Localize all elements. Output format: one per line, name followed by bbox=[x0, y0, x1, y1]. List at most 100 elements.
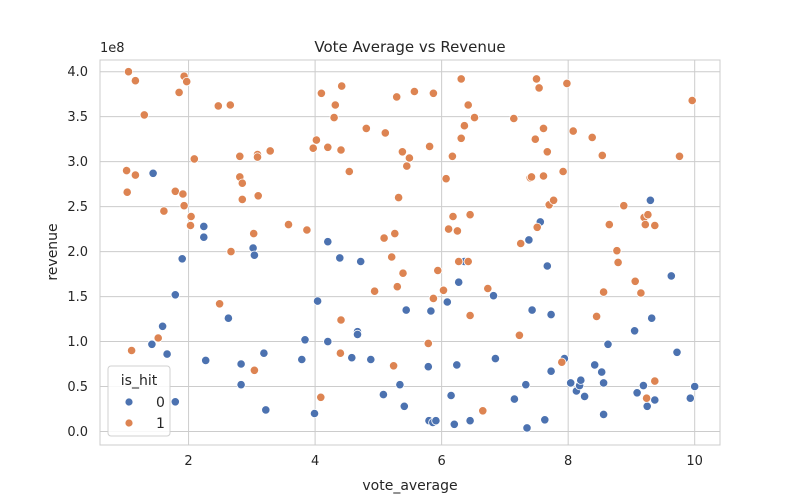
data-point-series-0 bbox=[666, 271, 676, 281]
data-point-series-1 bbox=[392, 92, 402, 102]
data-point-series-1 bbox=[424, 141, 435, 151]
data-point-series-0 bbox=[356, 256, 366, 267]
y-scale-label: 1e8 bbox=[100, 41, 125, 56]
data-point-series-0 bbox=[524, 235, 534, 245]
legend-label-0: 0 bbox=[156, 395, 165, 411]
data-point-series-0 bbox=[579, 391, 590, 401]
data-point-series-0 bbox=[148, 168, 158, 178]
data-point-series-1 bbox=[130, 76, 140, 86]
data-point-series-1 bbox=[390, 229, 400, 239]
data-point-series-1 bbox=[650, 220, 660, 231]
y-tick-label: 2.0 bbox=[67, 245, 88, 260]
y-tick-label: 0.5 bbox=[67, 380, 88, 395]
data-point-series-0 bbox=[366, 354, 376, 365]
data-point-series-1 bbox=[542, 147, 552, 157]
data-point-series-1 bbox=[441, 174, 451, 184]
y-axis-label: revenue bbox=[45, 223, 61, 280]
data-point-series-1 bbox=[532, 222, 542, 232]
data-point-series-1 bbox=[534, 83, 544, 93]
data-point-series-1 bbox=[380, 128, 390, 138]
data-point-series-1 bbox=[463, 100, 473, 110]
data-point-series-1 bbox=[526, 172, 537, 182]
data-point-series-1 bbox=[612, 246, 622, 256]
data-point-series-0 bbox=[629, 326, 640, 336]
data-point-series-0 bbox=[690, 381, 700, 392]
data-point-series-1 bbox=[213, 101, 223, 111]
data-point-series-0 bbox=[162, 349, 172, 359]
data-point-series-1 bbox=[189, 154, 199, 164]
data-point-series-1 bbox=[185, 220, 196, 231]
data-point-series-1 bbox=[252, 152, 263, 162]
data-point-series-1 bbox=[456, 74, 466, 84]
data-point-series-1 bbox=[316, 88, 326, 98]
grid-lines bbox=[100, 60, 720, 445]
data-point-series-0 bbox=[177, 254, 187, 264]
data-point-series-1 bbox=[597, 150, 607, 160]
data-point-series-1 bbox=[530, 134, 540, 144]
data-point-series-1 bbox=[316, 392, 326, 402]
data-point-series-0 bbox=[645, 195, 656, 205]
data-point-series-1 bbox=[329, 113, 339, 123]
data-point-series-1 bbox=[130, 170, 140, 180]
data-point-series-0 bbox=[300, 335, 310, 345]
y-tick-label: 1.0 bbox=[67, 335, 88, 350]
data-point-series-0 bbox=[546, 309, 556, 320]
data-point-series-1 bbox=[459, 121, 469, 131]
data-point-series-0 bbox=[452, 360, 462, 370]
data-point-series-1 bbox=[170, 186, 180, 196]
data-point-series-1 bbox=[428, 293, 438, 303]
data-points bbox=[122, 67, 700, 433]
data-point-series-0 bbox=[542, 261, 552, 271]
x-tick-label: 2 bbox=[184, 454, 192, 469]
data-point-series-1 bbox=[159, 206, 169, 216]
data-point-series-0 bbox=[312, 296, 323, 306]
data-point-series-1 bbox=[465, 210, 475, 220]
data-point-series-0 bbox=[454, 277, 464, 287]
data-point-series-0 bbox=[540, 415, 550, 425]
data-point-series-0 bbox=[566, 378, 576, 388]
data-point-series-1 bbox=[409, 86, 419, 97]
data-point-series-0 bbox=[236, 380, 246, 390]
data-point-series-1 bbox=[369, 286, 380, 296]
data-point-series-1 bbox=[398, 268, 408, 278]
data-point-series-1 bbox=[465, 310, 475, 321]
data-point-series-1 bbox=[392, 282, 402, 292]
legend-marker-0 bbox=[124, 397, 134, 407]
chart-title: Vote Average vs Revenue bbox=[314, 38, 505, 56]
data-point-series-0 bbox=[603, 339, 613, 349]
data-point-series-0 bbox=[672, 347, 682, 357]
data-point-series-1 bbox=[516, 238, 526, 249]
data-point-series-1 bbox=[438, 285, 449, 295]
data-point-series-0 bbox=[401, 305, 411, 315]
data-point-series-0 bbox=[431, 416, 441, 426]
data-point-series-1 bbox=[225, 100, 235, 110]
data-point-series-0 bbox=[521, 380, 531, 390]
data-point-series-0 bbox=[309, 408, 320, 419]
data-point-series-0 bbox=[423, 362, 433, 372]
data-point-series-1 bbox=[178, 189, 188, 199]
data-point-series-0 bbox=[335, 253, 345, 263]
legend-label-1: 1 bbox=[156, 416, 165, 432]
data-point-series-1 bbox=[122, 166, 132, 176]
data-point-series-1 bbox=[249, 229, 259, 239]
data-point-series-0 bbox=[546, 366, 556, 376]
data-point-series-0 bbox=[199, 221, 209, 231]
data-point-series-0 bbox=[488, 291, 499, 301]
data-point-series-1 bbox=[598, 287, 609, 297]
data-point-series-1 bbox=[568, 126, 578, 136]
data-point-series-1 bbox=[388, 361, 399, 371]
data-point-series-1 bbox=[335, 348, 345, 358]
data-point-series-1 bbox=[557, 357, 567, 367]
data-point-series-0 bbox=[170, 290, 180, 300]
x-tick-label: 6 bbox=[437, 454, 445, 469]
data-point-series-1 bbox=[428, 88, 438, 98]
data-point-series-0 bbox=[147, 339, 157, 349]
y-tick-label: 4.0 bbox=[67, 65, 88, 80]
data-point-series-1 bbox=[548, 195, 559, 205]
y-tick-label: 3.0 bbox=[67, 155, 88, 170]
data-point-series-1 bbox=[226, 247, 236, 257]
data-point-series-1 bbox=[447, 151, 457, 161]
data-point-series-1 bbox=[379, 233, 389, 243]
data-point-series-0 bbox=[576, 375, 586, 385]
data-point-series-1 bbox=[393, 193, 404, 203]
